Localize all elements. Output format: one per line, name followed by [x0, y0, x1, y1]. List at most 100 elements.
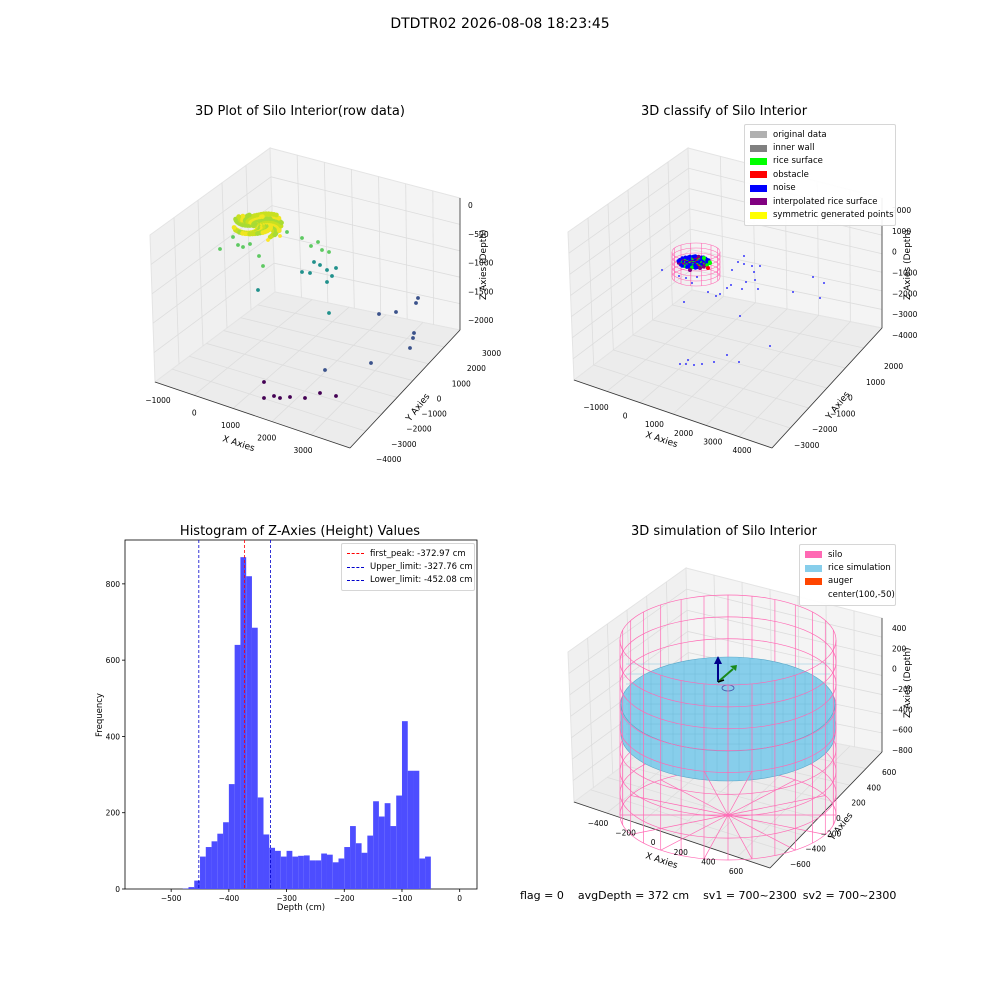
- histogram-bar: [205, 847, 212, 889]
- histogram-x-tick: 0: [457, 894, 462, 903]
- panel4-x-tick: 400: [701, 857, 716, 866]
- legend-item: auger: [805, 575, 890, 588]
- legend-item: center(100,-50): [805, 588, 895, 601]
- histogram-bar: [384, 803, 391, 889]
- raw-point: [272, 232, 278, 238]
- raw-point: [334, 266, 338, 270]
- panel4-y-tick: 400: [867, 783, 882, 792]
- histogram-bar: [419, 858, 426, 889]
- histogram-bar: [390, 826, 397, 889]
- histogram-bar: [240, 557, 247, 889]
- raw-point: [278, 396, 282, 400]
- histogram-y-tick: 0: [115, 885, 120, 894]
- panel4-y-tick: 200: [851, 799, 866, 808]
- histogram-y-tick: 800: [106, 580, 121, 589]
- histogram-bar: [275, 850, 281, 889]
- status-sv2: sv2 = 700~2300: [802, 889, 897, 902]
- noise-point: [823, 282, 825, 284]
- raw-point: [262, 396, 266, 400]
- raw-point: [236, 214, 242, 220]
- panel1-z-tick: 0: [468, 201, 473, 210]
- classified-point: [696, 254, 701, 259]
- panel3-title: Histogram of Z-Axies (Height) Values: [179, 524, 421, 539]
- panel4-zlabel: Z Axies (Depth): [903, 647, 913, 718]
- panel2-x-tick: 2000: [674, 429, 693, 438]
- raw-point: [231, 235, 235, 239]
- histogram-y-tick: 600: [106, 656, 121, 665]
- raw-point: [325, 280, 329, 284]
- histogram-bar: [246, 576, 252, 889]
- raw-point: [248, 242, 252, 246]
- figure-title: DTDTR02 2026-08-08 18:23:45: [390, 16, 610, 32]
- raw-point: [325, 268, 329, 272]
- legend-item: original data: [750, 128, 890, 141]
- histogram-bar: [263, 834, 270, 889]
- legend-label: symmetric generated points: [773, 210, 894, 221]
- noise-point: [679, 363, 681, 365]
- noise-point: [707, 291, 709, 293]
- panel1-z-tick: −1500: [468, 287, 494, 296]
- raw-point: [416, 296, 420, 300]
- histogram-bar: [223, 822, 229, 889]
- legend-label: interpolated rice surface: [773, 196, 878, 207]
- legend-label: noise: [773, 183, 796, 194]
- legend-label: center(100,-50): [828, 589, 895, 600]
- noise-point: [812, 276, 814, 278]
- raw-point: [411, 336, 415, 340]
- noise-point: [745, 281, 747, 283]
- panel4-3d-axes: X Axies Y Axies Z Axies (Depth) −400−200…: [567, 567, 913, 876]
- panel2-z-tick: 1000: [892, 227, 911, 236]
- noise-point: [751, 265, 753, 267]
- raw-point: [285, 230, 289, 234]
- panel1-y-tick: −4000: [376, 455, 402, 464]
- noise-point: [685, 363, 687, 365]
- noise-point: [819, 297, 821, 299]
- legend-swatch: [750, 157, 767, 165]
- panel1-y-tick: 1000: [452, 379, 471, 388]
- histogram-bar: [425, 856, 431, 889]
- noise-point: [769, 345, 771, 347]
- raw-point: [255, 231, 260, 236]
- classified-point: [693, 266, 698, 270]
- raw-point: [327, 311, 331, 315]
- legend-item: symmetric generated points: [750, 208, 894, 221]
- panel1-x-tick: 1000: [221, 421, 240, 430]
- panel4-z-tick: 400: [892, 624, 907, 633]
- histogram-bar: [309, 860, 316, 889]
- histogram-bar: [188, 887, 195, 889]
- panel4-x-tick: 200: [674, 848, 689, 857]
- histogram-frame: [124, 539, 478, 890]
- raw-point: [377, 312, 381, 316]
- raw-point: [262, 380, 266, 384]
- raw-point: [309, 244, 313, 248]
- histogram-bar: [286, 850, 293, 889]
- panel4-legend: silo rice simulation auger center(100,-50): [799, 544, 896, 606]
- panel4-y-tick: −400: [805, 845, 826, 854]
- legend-label: Lower_limit: -452.08 cm: [370, 575, 473, 586]
- noise-point: [754, 279, 756, 281]
- panel2-y-tick: −3000: [794, 441, 820, 450]
- panel2-zlabel: Z Axies (Depth): [903, 229, 913, 300]
- classified-point: [693, 254, 698, 258]
- classified-point: [702, 256, 706, 260]
- raw-point: [303, 396, 307, 400]
- histogram-bar: [378, 816, 385, 889]
- histogram-y-tick: 200: [106, 809, 121, 818]
- raw-point: [412, 331, 416, 335]
- classified-point: [708, 261, 712, 265]
- noise-point: [739, 315, 741, 317]
- classified-point: [698, 266, 702, 270]
- classified-point: [685, 265, 689, 269]
- panel1-title: 3D Plot of Silo Interior(row data): [195, 104, 405, 119]
- histogram-bar: [326, 854, 333, 889]
- panel4-z-tick: −200: [892, 685, 913, 694]
- legend-swatch: [805, 564, 822, 572]
- histogram-bar: [257, 797, 264, 889]
- noise-point: [738, 361, 740, 363]
- raw-point: [266, 238, 270, 242]
- noise-point: [731, 269, 733, 271]
- status-flag: flag = 0: [520, 889, 564, 902]
- noise-point: [730, 284, 732, 286]
- panel1-z-tick: −500: [468, 230, 489, 239]
